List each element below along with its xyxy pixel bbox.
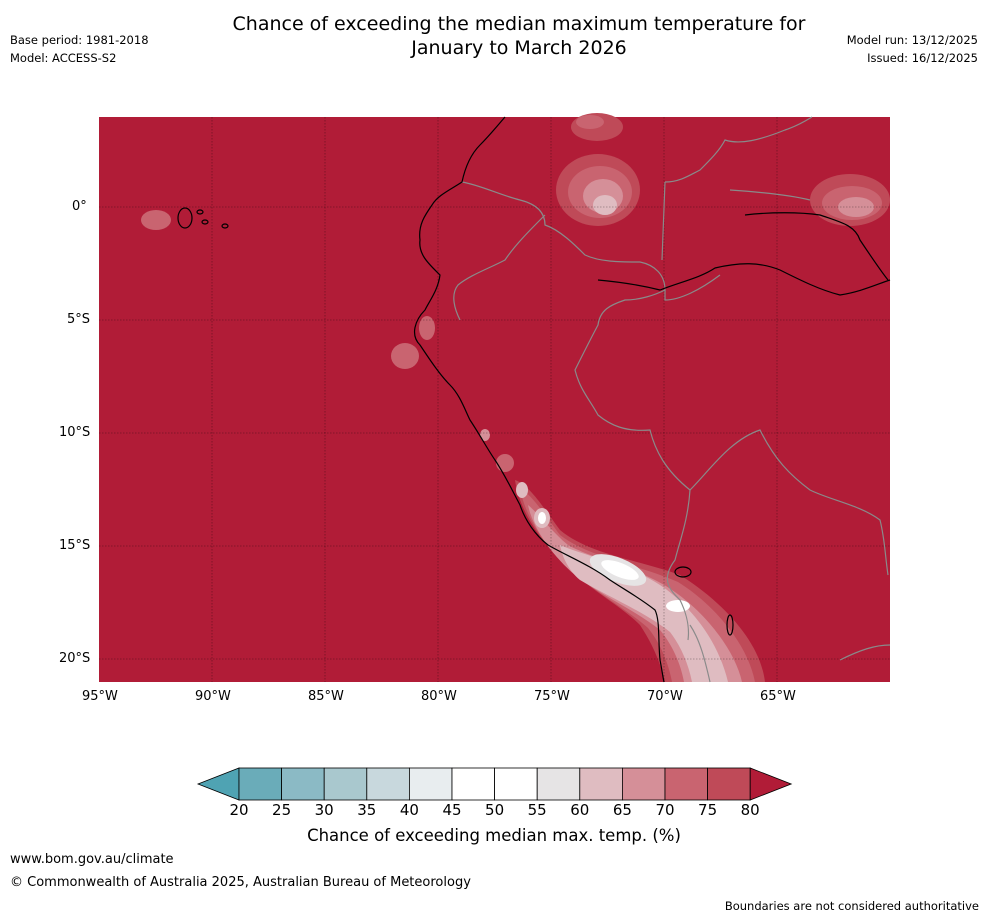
meta-left: Base period: 1981-2018 Model: ACCESS-S2 xyxy=(10,31,149,67)
colorbar-swatch xyxy=(664,767,708,801)
footer-copyright: © Commonwealth of Australia 2025, Austra… xyxy=(10,875,471,890)
lat-label: 5°S xyxy=(67,312,91,327)
footer-url[interactable]: www.bom.gov.au/climate xyxy=(10,852,174,867)
base-period: Base period: 1981-2018 xyxy=(10,33,149,47)
colorbar xyxy=(196,767,793,801)
meta-right: Model run: 13/12/2025 Issued: 16/12/2025 xyxy=(847,31,978,67)
contour-patch xyxy=(538,512,546,524)
lon-label: 70°W xyxy=(647,689,683,704)
contour-patch xyxy=(419,316,435,340)
colorbar-swatch xyxy=(323,767,368,801)
colorbar-tick-label: 60 xyxy=(570,801,590,819)
lon-label: 85°W xyxy=(308,689,344,704)
colorbar-arrow-high xyxy=(749,767,793,801)
contour-patch xyxy=(576,115,604,129)
lon-label: 75°W xyxy=(534,689,570,704)
title-line-1: Chance of exceeding the median maximum t… xyxy=(232,13,806,35)
lat-label: 10°S xyxy=(59,425,91,440)
colorbar-tick-label: 70 xyxy=(655,801,675,819)
colorbar-swatch xyxy=(536,767,581,801)
lon-label: 80°W xyxy=(421,689,457,704)
colorbar-tick-label: 55 xyxy=(527,801,547,819)
contour-patches xyxy=(141,113,890,682)
colorbar-tick-label: 30 xyxy=(314,801,334,819)
colorbar-swatch xyxy=(707,767,751,801)
colorbar-swatch xyxy=(366,767,410,801)
lon-label: 95°W xyxy=(82,689,118,704)
contour-patch xyxy=(593,195,617,215)
title-line-2: January to March 2026 xyxy=(411,37,627,59)
colorbar-tick-label: 50 xyxy=(485,801,505,819)
colorbar-tick-label: 35 xyxy=(357,801,377,819)
contour-patch xyxy=(141,210,171,230)
colorbar-tick-label: 45 xyxy=(442,801,462,819)
lat-label: 20°S xyxy=(59,651,91,666)
colorbar-swatch xyxy=(622,767,666,801)
colorbar-swatch xyxy=(494,767,538,801)
contour-patch xyxy=(838,197,874,217)
colorbar-tick-label: 25 xyxy=(272,801,292,819)
contour-patch xyxy=(560,545,728,682)
colorbar-tick-label: 65 xyxy=(612,801,632,819)
colorbar-swatch xyxy=(579,767,623,801)
colorbar-tick-label: 40 xyxy=(399,801,419,819)
contour-patch xyxy=(666,600,690,612)
contour-patch xyxy=(496,454,514,472)
colorbar-tick-label: 80 xyxy=(740,801,760,819)
colorbar-tick-label: 75 xyxy=(698,801,718,819)
colorbar-title: Chance of exceeding median max. temp. (%… xyxy=(307,826,681,845)
colorbar-swatch xyxy=(451,767,495,801)
country-borders xyxy=(453,116,891,683)
model-run: Model run: 13/12/2025 xyxy=(846,33,978,47)
contour-patch xyxy=(601,560,639,580)
map-field xyxy=(99,117,890,682)
lat-label: 0° xyxy=(72,199,87,214)
footer-note: Boundaries are not considered authoritat… xyxy=(724,899,979,913)
colorbar-arrow-low xyxy=(196,767,240,801)
page-title: Chance of exceeding the median maximum t… xyxy=(150,12,888,60)
lon-label: 90°W xyxy=(195,689,231,704)
lon-label: 65°W xyxy=(760,689,796,704)
colorbar-swatch xyxy=(408,767,453,801)
contour-patch xyxy=(516,482,528,498)
coastlines xyxy=(177,116,891,683)
contour-patch xyxy=(480,429,490,441)
model-name: Model: ACCESS-S2 xyxy=(10,51,117,65)
colorbar-tick-label: 20 xyxy=(229,801,249,819)
colorbar-swatch xyxy=(281,767,325,801)
contour-patch xyxy=(391,343,419,369)
colorbar-swatch xyxy=(238,767,282,801)
issued-date: Issued: 16/12/2025 xyxy=(867,51,978,65)
lat-label: 15°S xyxy=(59,538,91,553)
